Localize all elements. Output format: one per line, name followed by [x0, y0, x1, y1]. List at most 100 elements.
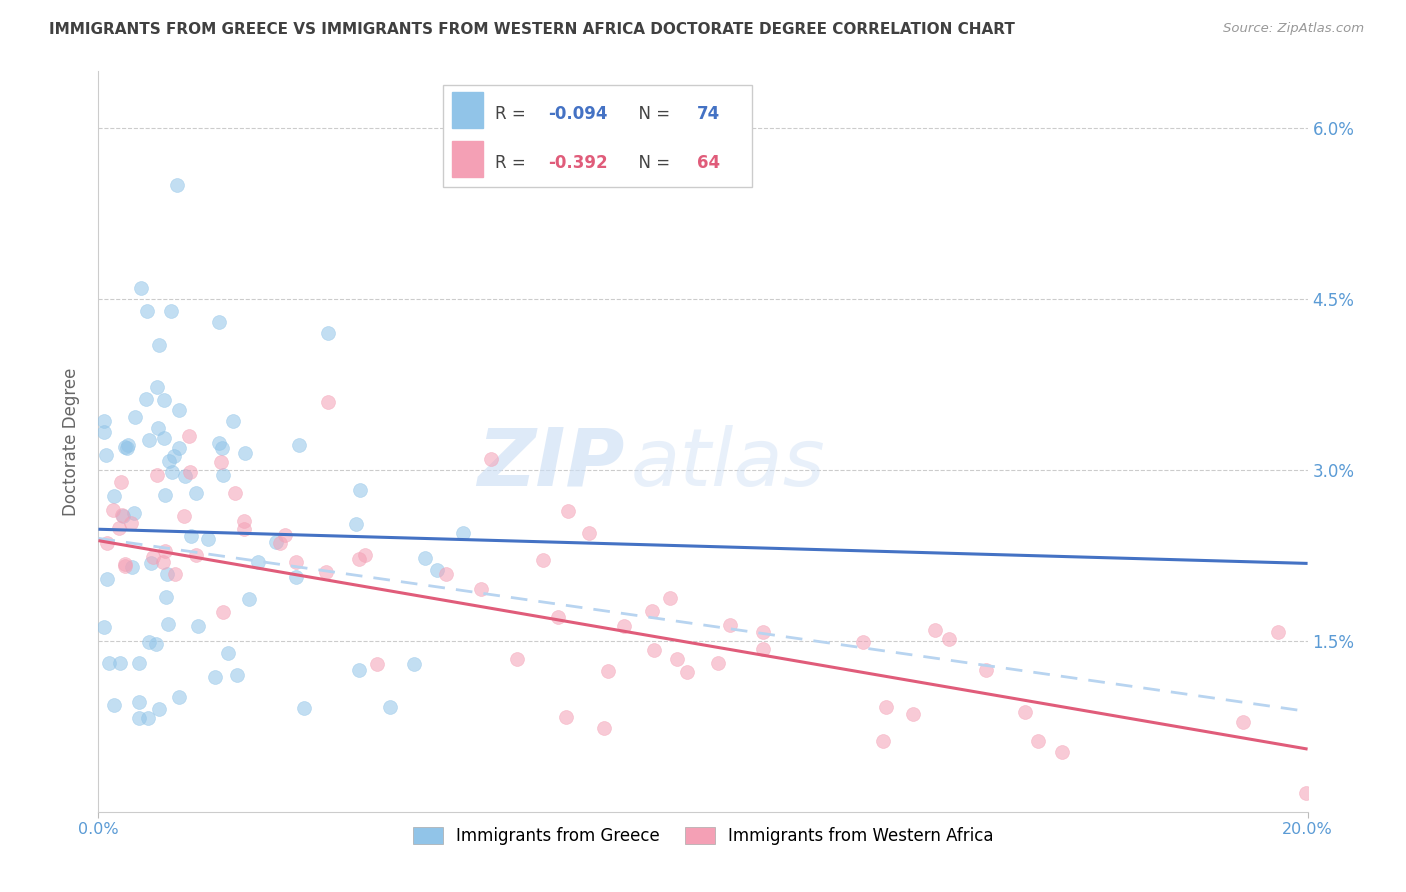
Point — [135, 303, 157, 318]
Point — [593, 721, 616, 735]
Point — [153, 392, 176, 407]
Point — [156, 617, 179, 632]
Point — [163, 449, 186, 463]
Point — [347, 552, 370, 566]
Point — [404, 657, 426, 672]
Point — [160, 465, 183, 479]
Point — [153, 544, 176, 558]
Point — [128, 695, 150, 709]
Text: -0.094: -0.094 — [548, 104, 607, 123]
Point — [142, 549, 165, 564]
Point — [531, 553, 554, 567]
Point — [506, 652, 529, 666]
Point — [235, 446, 257, 460]
Point — [148, 702, 170, 716]
Bar — [453, 141, 484, 177]
Point — [204, 670, 226, 684]
Point — [217, 646, 239, 660]
Point — [676, 665, 699, 680]
Point — [120, 516, 142, 530]
Point — [451, 525, 474, 540]
Point — [187, 619, 209, 633]
Point — [852, 635, 875, 649]
Point — [108, 656, 131, 670]
Point — [751, 642, 773, 657]
Point — [315, 565, 337, 579]
Point — [872, 734, 894, 748]
Text: R =: R = — [495, 104, 531, 123]
Point — [166, 178, 188, 193]
Point — [924, 623, 946, 637]
Point — [292, 701, 315, 715]
Point — [1014, 705, 1036, 719]
Point — [1295, 786, 1317, 800]
Point — [114, 557, 136, 571]
Point — [128, 711, 150, 725]
Point — [167, 442, 190, 456]
Text: -0.392: -0.392 — [548, 154, 607, 172]
Point — [155, 590, 177, 604]
Point — [121, 560, 143, 574]
Point — [110, 475, 132, 490]
Point — [316, 326, 339, 341]
Point — [155, 488, 177, 502]
Point — [97, 656, 120, 670]
Point — [108, 521, 131, 535]
Point — [378, 699, 401, 714]
Point — [665, 652, 688, 666]
Point — [481, 451, 503, 466]
Point — [103, 488, 125, 502]
Point — [613, 619, 636, 633]
Point — [246, 555, 269, 569]
Text: 64: 64 — [696, 154, 720, 172]
Point — [233, 514, 256, 528]
Point — [103, 698, 125, 713]
Point — [197, 532, 219, 546]
Text: R =: R = — [495, 154, 531, 172]
Text: ZIP: ZIP — [477, 425, 624, 503]
Point — [165, 567, 187, 582]
Point — [139, 556, 162, 570]
Point — [349, 483, 371, 497]
Point — [208, 435, 231, 450]
Point — [174, 468, 197, 483]
Point — [117, 437, 139, 451]
Point — [222, 414, 245, 428]
Point — [578, 525, 600, 540]
Point — [344, 517, 367, 532]
Point — [232, 522, 254, 536]
Point — [186, 486, 208, 500]
Point — [114, 558, 136, 573]
Point — [349, 663, 371, 677]
Point — [180, 528, 202, 542]
Point — [224, 486, 246, 500]
Point — [124, 410, 146, 425]
Point — [366, 657, 388, 671]
Point — [557, 504, 579, 518]
Point — [225, 668, 247, 682]
Point — [179, 429, 201, 443]
Point — [875, 699, 897, 714]
Point — [659, 591, 682, 606]
Point — [153, 430, 176, 444]
Point — [288, 437, 311, 451]
Point — [93, 425, 115, 439]
Point — [96, 572, 118, 586]
Point — [114, 440, 136, 454]
Point — [138, 433, 160, 447]
Point — [212, 467, 235, 482]
Point — [208, 315, 231, 329]
Point — [157, 454, 180, 468]
Point — [284, 555, 307, 569]
Point — [643, 642, 665, 657]
Point — [706, 656, 728, 670]
Point — [152, 555, 174, 569]
Point — [136, 711, 159, 725]
Point — [903, 707, 925, 722]
Text: R =: R = — [479, 90, 516, 108]
Point — [238, 591, 260, 606]
Point — [264, 535, 287, 549]
Point — [976, 664, 998, 678]
Point — [211, 442, 233, 456]
Text: N =: N = — [628, 154, 676, 172]
